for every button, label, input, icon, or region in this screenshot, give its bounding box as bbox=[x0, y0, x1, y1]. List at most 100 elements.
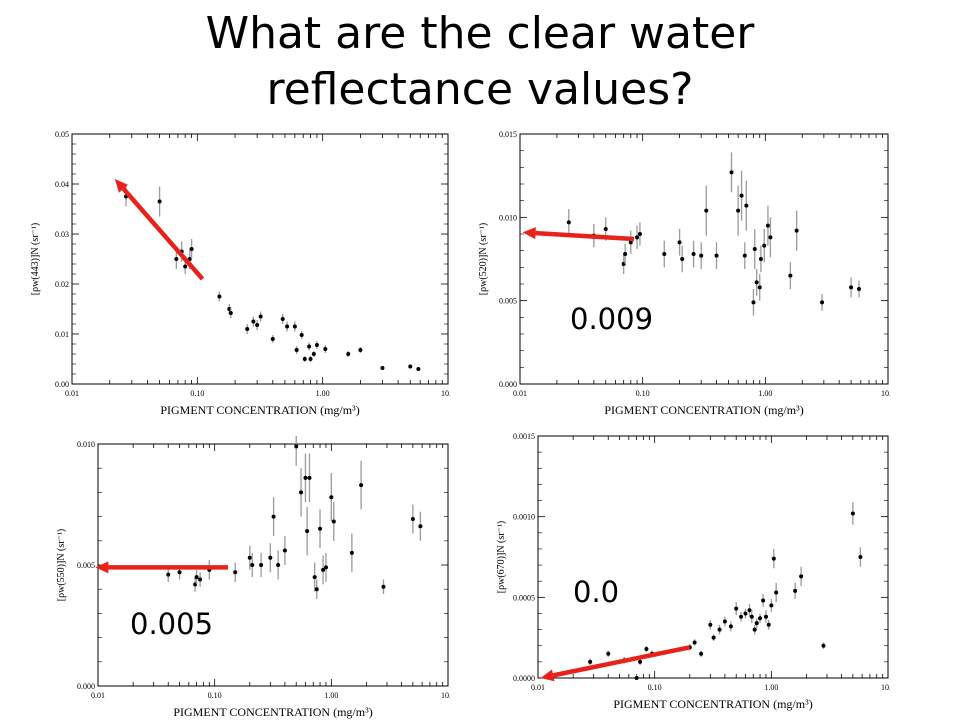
data-point bbox=[177, 570, 182, 575]
answer-550: 0.005 bbox=[130, 607, 214, 641]
answer-520: 0.009 bbox=[570, 302, 654, 336]
data-point bbox=[736, 208, 741, 213]
data-point bbox=[198, 577, 203, 582]
data-point bbox=[302, 357, 307, 361]
data-point bbox=[410, 517, 415, 522]
data-point bbox=[270, 337, 275, 341]
data-point bbox=[299, 490, 304, 495]
data-point bbox=[311, 352, 316, 356]
data-point bbox=[318, 526, 323, 531]
data-point bbox=[380, 366, 385, 370]
data-point bbox=[739, 614, 744, 619]
data-point bbox=[728, 624, 733, 629]
data-point bbox=[329, 495, 334, 500]
data-point bbox=[294, 348, 299, 352]
data-point bbox=[635, 235, 640, 240]
chart-panel-520: 0.01 0.10 1.00 10.0 0.000 0.005 0.010 0.015 PIGM… bbox=[470, 128, 890, 420]
data-point bbox=[765, 223, 770, 228]
arrow-shaft bbox=[552, 645, 691, 678]
data-point bbox=[691, 252, 696, 256]
y-tick-label: 0.00 bbox=[55, 380, 69, 389]
data-point bbox=[271, 514, 276, 519]
x-tick-label: 10.0 bbox=[441, 691, 450, 700]
data-point bbox=[233, 570, 238, 575]
data-point bbox=[711, 635, 716, 640]
x-tick-label: 1.00 bbox=[758, 389, 772, 398]
data-point bbox=[282, 548, 287, 553]
y-tick-label: 0.01 bbox=[55, 330, 69, 339]
data-point bbox=[157, 199, 162, 204]
x-axis-label: PIGMENT CONCENTRATION (mg/m³) bbox=[613, 697, 812, 711]
data-point bbox=[744, 203, 749, 208]
data-point bbox=[217, 294, 222, 299]
data-point bbox=[268, 555, 273, 560]
plot-frame bbox=[537, 435, 889, 679]
title-line-2: reflectance values? bbox=[266, 64, 694, 115]
x-tick-label: 0.10 bbox=[208, 691, 222, 700]
data-point bbox=[766, 622, 771, 627]
title-line-1: What are the clear water bbox=[205, 8, 755, 59]
data-point bbox=[603, 227, 608, 231]
data-point bbox=[850, 511, 855, 516]
data-point bbox=[166, 572, 171, 577]
y-tick-label: 0.000 bbox=[499, 380, 517, 389]
y-tick-label: 0.005 bbox=[77, 561, 95, 570]
data-point bbox=[194, 575, 199, 580]
data-point bbox=[189, 247, 194, 251]
x-tick-label: 10.0 bbox=[881, 389, 890, 398]
x-tick-label: 0.10 bbox=[190, 389, 204, 398]
data-point bbox=[788, 273, 793, 278]
data-point bbox=[708, 622, 713, 627]
x-tick-label: 0.10 bbox=[636, 389, 650, 398]
data-point bbox=[774, 590, 779, 595]
data-point bbox=[743, 611, 748, 616]
data-point bbox=[758, 257, 763, 261]
data-point bbox=[754, 621, 759, 626]
data-point bbox=[258, 314, 263, 319]
data-point bbox=[858, 555, 863, 559]
data-point bbox=[285, 324, 290, 329]
data-point bbox=[763, 614, 768, 619]
data-point bbox=[722, 619, 727, 624]
arrow-head bbox=[540, 669, 555, 682]
data-point bbox=[758, 616, 763, 621]
x-axis-label: PIGMENT CONCENTRATION (mg/m³) bbox=[160, 403, 359, 417]
plot-frame bbox=[71, 133, 449, 385]
data-point bbox=[662, 252, 667, 256]
data-point bbox=[692, 640, 697, 645]
x-tick-label: 0.01 bbox=[531, 683, 545, 692]
data-point bbox=[359, 483, 364, 488]
data-point bbox=[820, 300, 825, 305]
data-point bbox=[739, 193, 744, 198]
data-point bbox=[183, 264, 188, 269]
chart-svg: 0.01 0.10 1.00 10.0 0.000 0.005 0.010 PIGMENT C… bbox=[56, 436, 450, 719]
y-tick-label: 0.0000 bbox=[513, 674, 535, 683]
data-point bbox=[307, 344, 312, 349]
data-point bbox=[303, 475, 308, 480]
data-point bbox=[747, 608, 752, 613]
x-tick-label: 0.10 bbox=[648, 683, 662, 692]
data-point bbox=[623, 252, 628, 256]
data-point bbox=[849, 285, 854, 290]
data-point bbox=[714, 253, 719, 258]
arrow-shaft bbox=[535, 230, 635, 242]
data-point bbox=[314, 587, 319, 592]
y-tick-label: 0.02 bbox=[55, 280, 69, 289]
data-point bbox=[794, 228, 799, 233]
chart-svg: 0.010.101.0010.00.000.010.020.030.040.05… bbox=[30, 130, 450, 417]
x-tick-label: 1.00 bbox=[316, 389, 330, 398]
data-point bbox=[299, 333, 304, 337]
y-tick-label: 0.0010 bbox=[513, 513, 535, 522]
data-point bbox=[323, 347, 328, 351]
data-point bbox=[856, 287, 861, 291]
y-tick-label: 0.0015 bbox=[513, 432, 535, 441]
x-tick-label: 0.01 bbox=[91, 691, 105, 700]
data-point bbox=[566, 220, 571, 225]
x-tick-label: 10.0 bbox=[881, 683, 890, 692]
y-tick-label: 0.010 bbox=[499, 213, 517, 222]
data-point bbox=[752, 247, 757, 251]
arrow-head bbox=[114, 179, 128, 193]
data-point bbox=[321, 567, 326, 572]
chart-panel-443: 0.010.101.0010.00.000.010.020.030.040.05… bbox=[30, 128, 450, 422]
y-tick-label: 0.04 bbox=[55, 180, 69, 189]
